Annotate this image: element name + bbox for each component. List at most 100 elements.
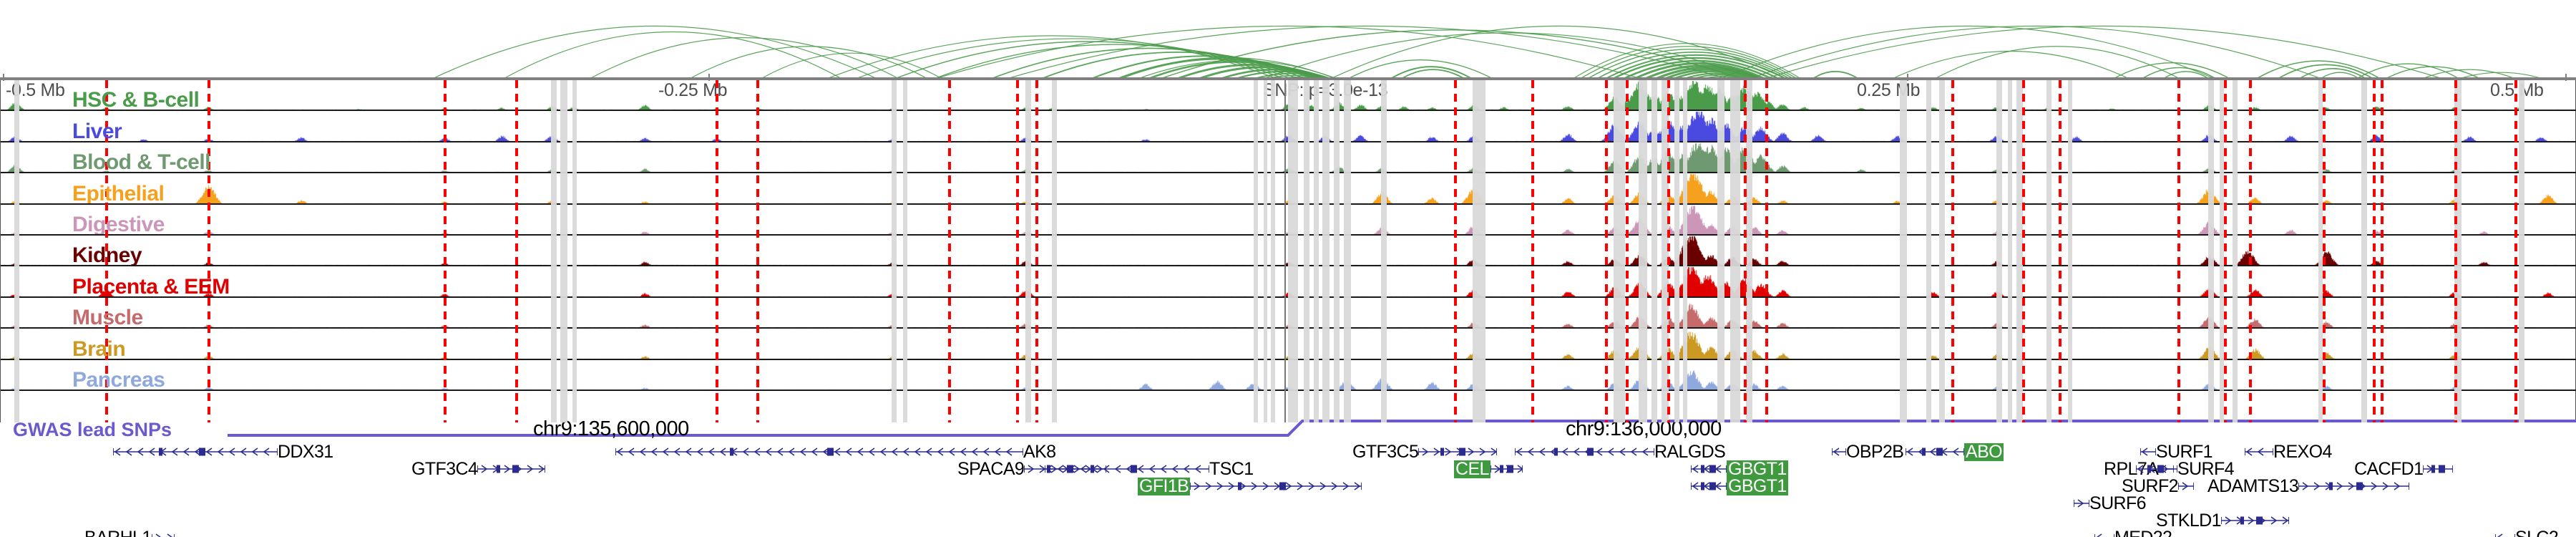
signal-track-digestive[interactable]: Digestive bbox=[1, 204, 2576, 236]
gene-label: GTF3C4 bbox=[411, 458, 478, 479]
gene-ddx31[interactable]: DDX31 bbox=[113, 442, 333, 461]
gene-label: STKLD1 bbox=[2156, 510, 2221, 531]
signal-track-pancreas[interactable]: Pancreas bbox=[1, 359, 2576, 391]
gene-surf2[interactable]: SURF2 bbox=[2122, 477, 2194, 495]
track-signal-canvas bbox=[1, 266, 2576, 296]
track-label-muscle: Muscle bbox=[72, 306, 143, 329]
track-label-kidney: Kidney bbox=[72, 243, 142, 267]
track-label-liver: Liver bbox=[72, 119, 122, 142]
signal-track-kidney[interactable]: Kidney bbox=[1, 235, 2576, 267]
gene-abo[interactable]: ABO bbox=[1906, 442, 2004, 461]
gene-label: SURF1 bbox=[2156, 441, 2213, 462]
gene-rexo4[interactable]: REXO4 bbox=[2245, 442, 2332, 461]
gene-model bbox=[2136, 463, 2177, 475]
gene-obp2b[interactable]: OBP2B bbox=[1832, 441, 1904, 462]
signal-track-muscle[interactable]: Muscle bbox=[1, 297, 2576, 329]
gene-tsc1[interactable]: TSC1 bbox=[1045, 460, 1254, 478]
track-signal-canvas bbox=[1, 235, 2576, 266]
gene-model bbox=[1906, 446, 1964, 458]
gene-gbgt1[interactable]: GBGT1 bbox=[1691, 477, 1788, 495]
ruler-tick-0 bbox=[3, 74, 4, 81]
track-label-brain: Brain bbox=[72, 337, 126, 360]
gene-label: GFI1B bbox=[1138, 475, 1191, 496]
gene-model bbox=[2423, 463, 2454, 475]
track-signal-canvas bbox=[1, 111, 2576, 141]
signal-track-epithelial[interactable]: Epithelial bbox=[1, 173, 2576, 205]
gene-cel[interactable]: CEL bbox=[1454, 460, 1523, 478]
gene-model bbox=[1832, 446, 1846, 458]
gene-gbgt1[interactable]: GBGT1 bbox=[1691, 460, 1788, 478]
gene-label: OBP2B bbox=[1846, 441, 1904, 462]
gene-slc2[interactable]: SLC2 bbox=[2495, 528, 2559, 537]
gene-label: CACFD1 bbox=[2354, 458, 2424, 479]
track-label-hsc-b-cell: HSC & B-cell bbox=[72, 88, 200, 112]
gene-ak8[interactable]: AK8 bbox=[615, 442, 1056, 461]
ruler-tick-3 bbox=[2565, 74, 2567, 81]
gene-model bbox=[113, 446, 278, 458]
track-label-epithelial: Epithelial bbox=[72, 181, 165, 205]
track-signal-canvas bbox=[1, 173, 2576, 203]
gene-label: ABO bbox=[1964, 441, 2004, 462]
gene-label: GTF3C5 bbox=[1352, 441, 1419, 462]
track-label-pancreas: Pancreas bbox=[72, 367, 165, 391]
gene-med22[interactable]: MED22 bbox=[2094, 528, 2172, 537]
track-signal-canvas bbox=[1, 204, 2576, 234]
gene-model bbox=[1691, 480, 1727, 492]
gene-label: SURF4 bbox=[2177, 458, 2235, 479]
gene-model bbox=[1691, 463, 1727, 475]
track-label-blood-t-cell: Blood & T-cell bbox=[72, 150, 211, 174]
gene-gfi1b[interactable]: GFI1B bbox=[1138, 477, 1362, 495]
track-signal-canvas bbox=[1, 359, 2576, 390]
gene-label: ADAMTS13 bbox=[2207, 475, 2299, 496]
signal-track-brain[interactable]: Brain bbox=[1, 329, 2576, 360]
gene-model bbox=[1418, 446, 1498, 458]
gene-label: DDX31 bbox=[278, 441, 333, 462]
gene-model bbox=[2140, 446, 2156, 458]
gene-ralgds[interactable]: RALGDS bbox=[1515, 442, 1726, 461]
gene-gtf3c4[interactable]: GTF3C4 bbox=[411, 458, 546, 479]
gene-model bbox=[615, 446, 1023, 458]
gene-model bbox=[2220, 515, 2289, 526]
gene-cacfd1[interactable]: CACFD1 bbox=[2354, 458, 2454, 479]
gene-gtf3c5[interactable]: GTF3C5 bbox=[1352, 441, 1498, 462]
ruler-tick-2 bbox=[1907, 74, 1908, 81]
gene-label: SLC2 bbox=[2515, 528, 2559, 537]
gene-label: CEL bbox=[1454, 458, 1491, 479]
signal-track-stack: HSC & B-cell Liver Blood & T-cell Epithelia… bbox=[0, 80, 2576, 422]
signal-track-hsc-b-cell[interactable]: HSC & B-cell bbox=[1, 80, 2576, 112]
gene-label: TSC1 bbox=[1209, 458, 1254, 479]
track-signal-canvas bbox=[1, 142, 2576, 173]
gene-model bbox=[2094, 532, 2114, 537]
gene-stkld1[interactable]: STKLD1 bbox=[2156, 511, 2289, 530]
gene-label: GBGT1 bbox=[1727, 458, 1788, 479]
chromatin-interaction-arcs bbox=[0, 0, 2576, 80]
gene-model bbox=[2298, 480, 2410, 492]
gene-surf4[interactable]: SURF4 bbox=[2136, 458, 2235, 479]
gene-label: MED22 bbox=[2114, 528, 2172, 537]
genome-ruler bbox=[0, 77, 2576, 80]
gene-label: SURF2 bbox=[2122, 475, 2179, 496]
coordinate-label-0: chr9:135,600,000 bbox=[533, 417, 689, 440]
gene-model bbox=[2074, 498, 2089, 509]
gene-model bbox=[1190, 480, 1362, 492]
gene-model bbox=[1490, 463, 1523, 475]
signal-track-placenta-eem[interactable]: Placenta & EEM bbox=[1, 266, 2576, 298]
track-label-placenta-eem: Placenta & EEM bbox=[72, 274, 230, 298]
gwas-lead-snps-label: GWAS lead SNPs bbox=[13, 419, 172, 440]
track-signal-canvas bbox=[1, 80, 2576, 110]
gene-model bbox=[477, 463, 546, 475]
gene-label: GBGT1 bbox=[1727, 475, 1788, 496]
gene-barhl1[interactable]: BARHL1 bbox=[84, 528, 175, 537]
gene-surf1[interactable]: SURF1 bbox=[2140, 441, 2213, 462]
gene-model bbox=[1045, 463, 1209, 475]
gene-adamts13[interactable]: ADAMTS13 bbox=[2207, 475, 2410, 496]
signal-track-blood-t-cell[interactable]: Blood & T-cell bbox=[1, 142, 2576, 174]
gene-model bbox=[1515, 446, 1654, 458]
gene-label: SPACA9 bbox=[957, 458, 1025, 479]
signal-track-liver[interactable]: Liver bbox=[1, 111, 2576, 142]
gene-label: REXO4 bbox=[2273, 441, 2332, 462]
gene-label: BARHL1 bbox=[84, 528, 152, 537]
track-signal-canvas bbox=[1, 329, 2576, 359]
gene-surf6[interactable]: SURF6 bbox=[2074, 494, 2147, 513]
